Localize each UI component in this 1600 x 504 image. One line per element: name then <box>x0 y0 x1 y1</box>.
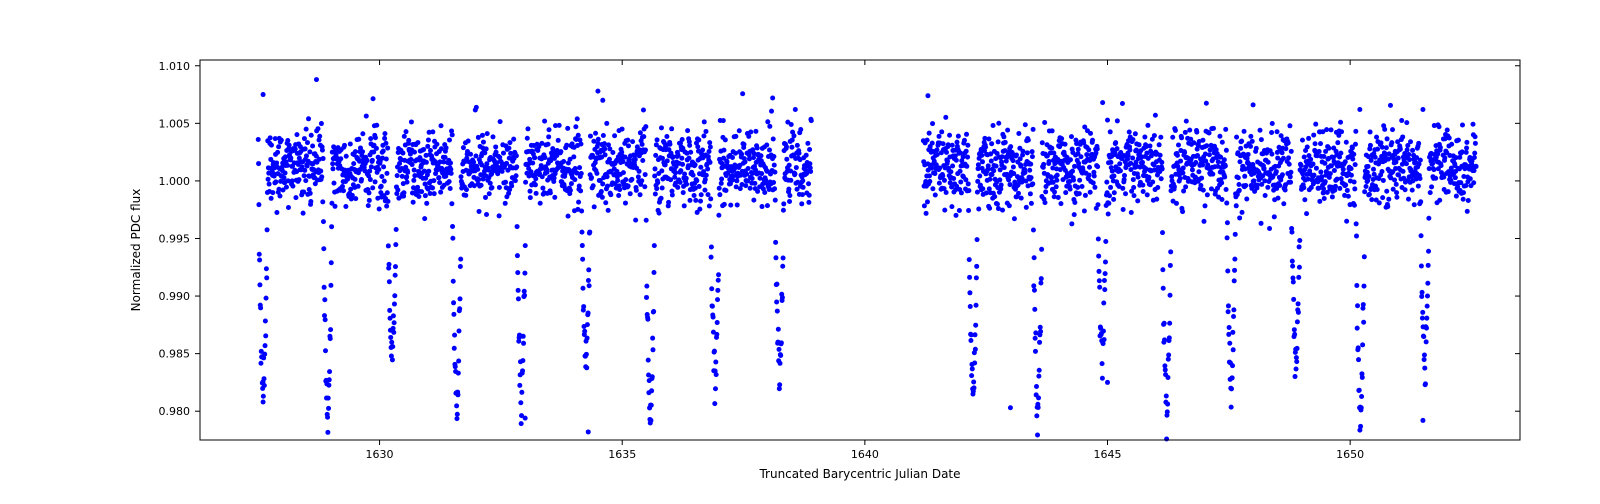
ytick-label: 1.010 <box>159 60 191 73</box>
x-axis-label: Truncated Barycentric Julian Date <box>758 467 960 481</box>
xtick-label: 1635 <box>608 448 636 461</box>
xtick-label: 1650 <box>1336 448 1364 461</box>
xtick-label: 1630 <box>366 448 394 461</box>
scatter-points <box>256 77 1479 441</box>
ytick-label: 0.985 <box>159 348 191 361</box>
y-axis-label: Normalized PDC flux <box>129 189 143 312</box>
ytick-label: 0.990 <box>159 290 191 303</box>
lightcurve-chart: 1630 1635 1640 1645 1650 0.980 0.985 0.990 0.995… <box>0 0 1600 500</box>
xtick-label: 1640 <box>851 448 879 461</box>
xtick-label: 1645 <box>1094 448 1122 461</box>
ytick-label: 1.005 <box>159 117 191 130</box>
ytick-label: 0.980 <box>159 405 191 418</box>
ytick-label: 0.995 <box>159 232 191 245</box>
chart-svg: 1630 1635 1640 1645 1650 0.980 0.985 0.990 0.995… <box>0 0 1600 500</box>
ytick-label: 1.000 <box>159 175 191 188</box>
